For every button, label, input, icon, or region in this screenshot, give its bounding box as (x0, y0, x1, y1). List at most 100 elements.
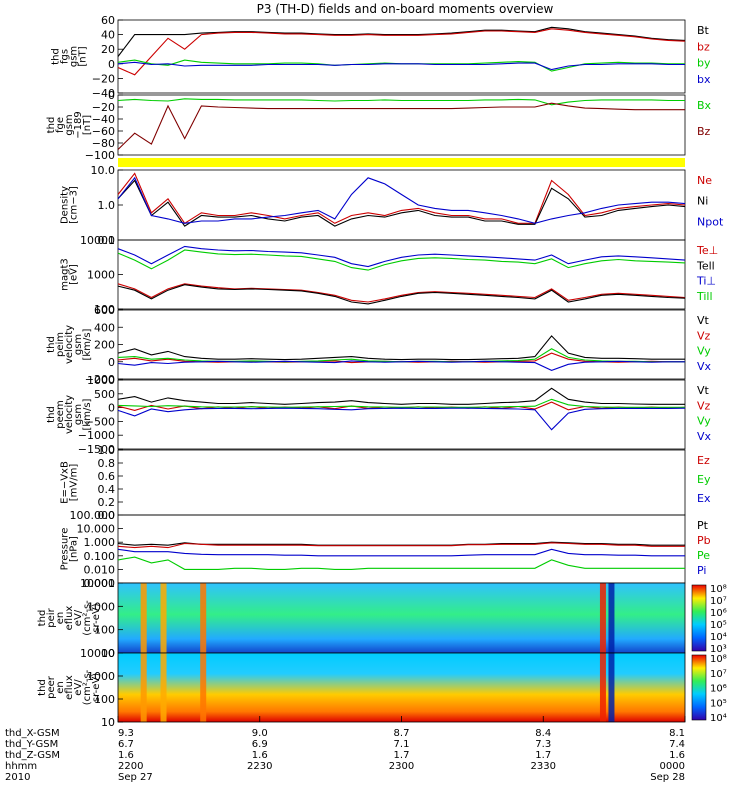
legend-Ey: Ey (697, 473, 711, 486)
spectrogram-burst (599, 653, 606, 722)
series-line-Ni (117, 179, 686, 227)
spectrogram-burst (160, 653, 167, 722)
y-axis-label: peir (46, 607, 57, 627)
y-axis-label: Density (60, 186, 71, 224)
y-axis-label: E=−VxB (60, 461, 71, 504)
series-line-Vt (117, 387, 685, 405)
x-tick-label: 2230 (247, 761, 272, 772)
legend-Pi: Pi (697, 564, 706, 577)
y-axis-label: thd (46, 336, 57, 353)
panel-frame (117, 94, 686, 156)
x-tick-label: Sep 27 (118, 772, 153, 783)
y-tick-label: 10000 (80, 577, 115, 590)
y-axis-label: en (55, 612, 66, 625)
y-axis-label: [eV] (69, 264, 80, 285)
y-tick-label: 100 (94, 303, 115, 316)
panel-frame (117, 514, 686, 584)
y-tick-label: −40 (92, 113, 115, 126)
y-tick-label: 100 (94, 624, 115, 637)
x-tick-label: 1.6 (252, 750, 268, 761)
legend-Pt: Pt (697, 519, 709, 532)
x-tick-label: 1.7 (394, 750, 410, 761)
panel-4: 10000 1000 100 magt3[eV] Te⊥ Tell Ti⊥ Till (60, 234, 719, 316)
colorbar-label: 10⁴ (710, 713, 727, 724)
x-tick-label: 9.0 (252, 728, 268, 739)
y-axis-label: [cm−3] (69, 186, 80, 224)
x-tick-label: 2200 (118, 761, 143, 772)
y-tick-label: −20 (92, 72, 115, 85)
series-line-Vx (117, 407, 686, 431)
y-axis-label: gsm (73, 334, 84, 355)
y-axis-label: sr-eV) (91, 603, 102, 632)
legend-Bx: Bx (697, 99, 712, 112)
legend-Npot: Npot (697, 215, 724, 228)
series-line-Ne (117, 172, 686, 225)
legend-Vt: Vt (697, 384, 710, 397)
legend-Ni: Ni (697, 195, 708, 208)
y-axis-label: (cm²-s- (82, 669, 93, 705)
y-axis-label: eV/ (73, 609, 84, 626)
panel-frame (117, 169, 686, 241)
y-tick-label: 10.000 (77, 523, 116, 536)
colorbar-label: 10⁶ (710, 684, 727, 695)
y-tick-label: 500 (94, 388, 115, 401)
x-tick-label: 8.1 (669, 728, 685, 739)
y-axis-label: fge (55, 117, 66, 133)
spectrogram (118, 653, 685, 722)
y-tick-label: 0.1 (98, 234, 116, 247)
x-tick-label: 7.3 (535, 739, 551, 750)
x-tick-label: 9.3 (118, 728, 134, 739)
y-tick-label: 60 (101, 14, 115, 27)
legend-Vz: Vz (697, 399, 711, 412)
legend-Vx: Vx (697, 430, 712, 443)
y-tick-label: 0.4 (98, 483, 116, 496)
colorbar-label: 10⁸ (710, 654, 727, 665)
colorbar-label: 10⁶ (710, 608, 727, 619)
legend-Vx: Vx (697, 360, 712, 373)
y-axis-label: velocity (64, 325, 75, 364)
y-tick-label: 0.0 (98, 509, 116, 522)
y-tick-label: −40 (92, 87, 115, 100)
y-axis-label: gsm (73, 404, 84, 425)
y-tick-label: 600 (94, 304, 115, 317)
y-tick-label: 100 (94, 693, 115, 706)
y-axis-label: magt3 (60, 258, 71, 291)
y-axis-label: thd (37, 679, 48, 696)
x-tick-label: 0000 (660, 761, 685, 772)
y-axis-label: peim (55, 332, 66, 357)
legend-Bt: Bt (697, 24, 710, 37)
y-tick-label: 1000 (87, 374, 115, 387)
panel-frame (117, 19, 686, 94)
y-tick-label: 0.010 (84, 563, 116, 576)
y-tick-label: 1.0 (98, 444, 116, 457)
y-axis-label: en (55, 681, 66, 694)
y-tick-label: −60 (92, 125, 115, 138)
y-tick-label: −80 (92, 137, 115, 150)
panel-frame (117, 309, 686, 380)
spectrogram-burst (608, 583, 615, 653)
x-tick-label: 8.4 (535, 728, 551, 739)
y-tick-label: 1.0 (98, 199, 116, 212)
x-tick-label: 7.4 (669, 739, 685, 750)
y-tick-label: 10000 (80, 647, 115, 660)
series-line-Bt (117, 26, 686, 57)
panel-3: 10.0 1.0 0.1 Density[cm−3] Ne Ni Npot (60, 164, 724, 247)
y-tick-label: −1500 (78, 443, 115, 456)
x-tick-label: 7.1 (394, 739, 410, 750)
series-line-Bz (117, 102, 685, 150)
y-tick-label: 200 (94, 339, 115, 352)
y-tick-label: 100.000 (70, 509, 116, 522)
legend-Ez: Ez (697, 454, 710, 467)
y-axis-label: [km/s] (82, 398, 93, 430)
x-row-label: thd_Z-GSM (5, 750, 60, 761)
y-axis-label: [nT] (78, 46, 89, 66)
colorbar-label: 10³ (710, 644, 727, 655)
x-tick-label: 2300 (389, 761, 414, 772)
y-tick-label: 1000 (87, 269, 115, 282)
panels: 6040200−20−40thdfgsgsm[nT]Btbzbybx0−20−4… (37, 14, 727, 729)
series-line-Te⊥ (117, 283, 686, 303)
y-tick-label: 10 (101, 716, 115, 729)
